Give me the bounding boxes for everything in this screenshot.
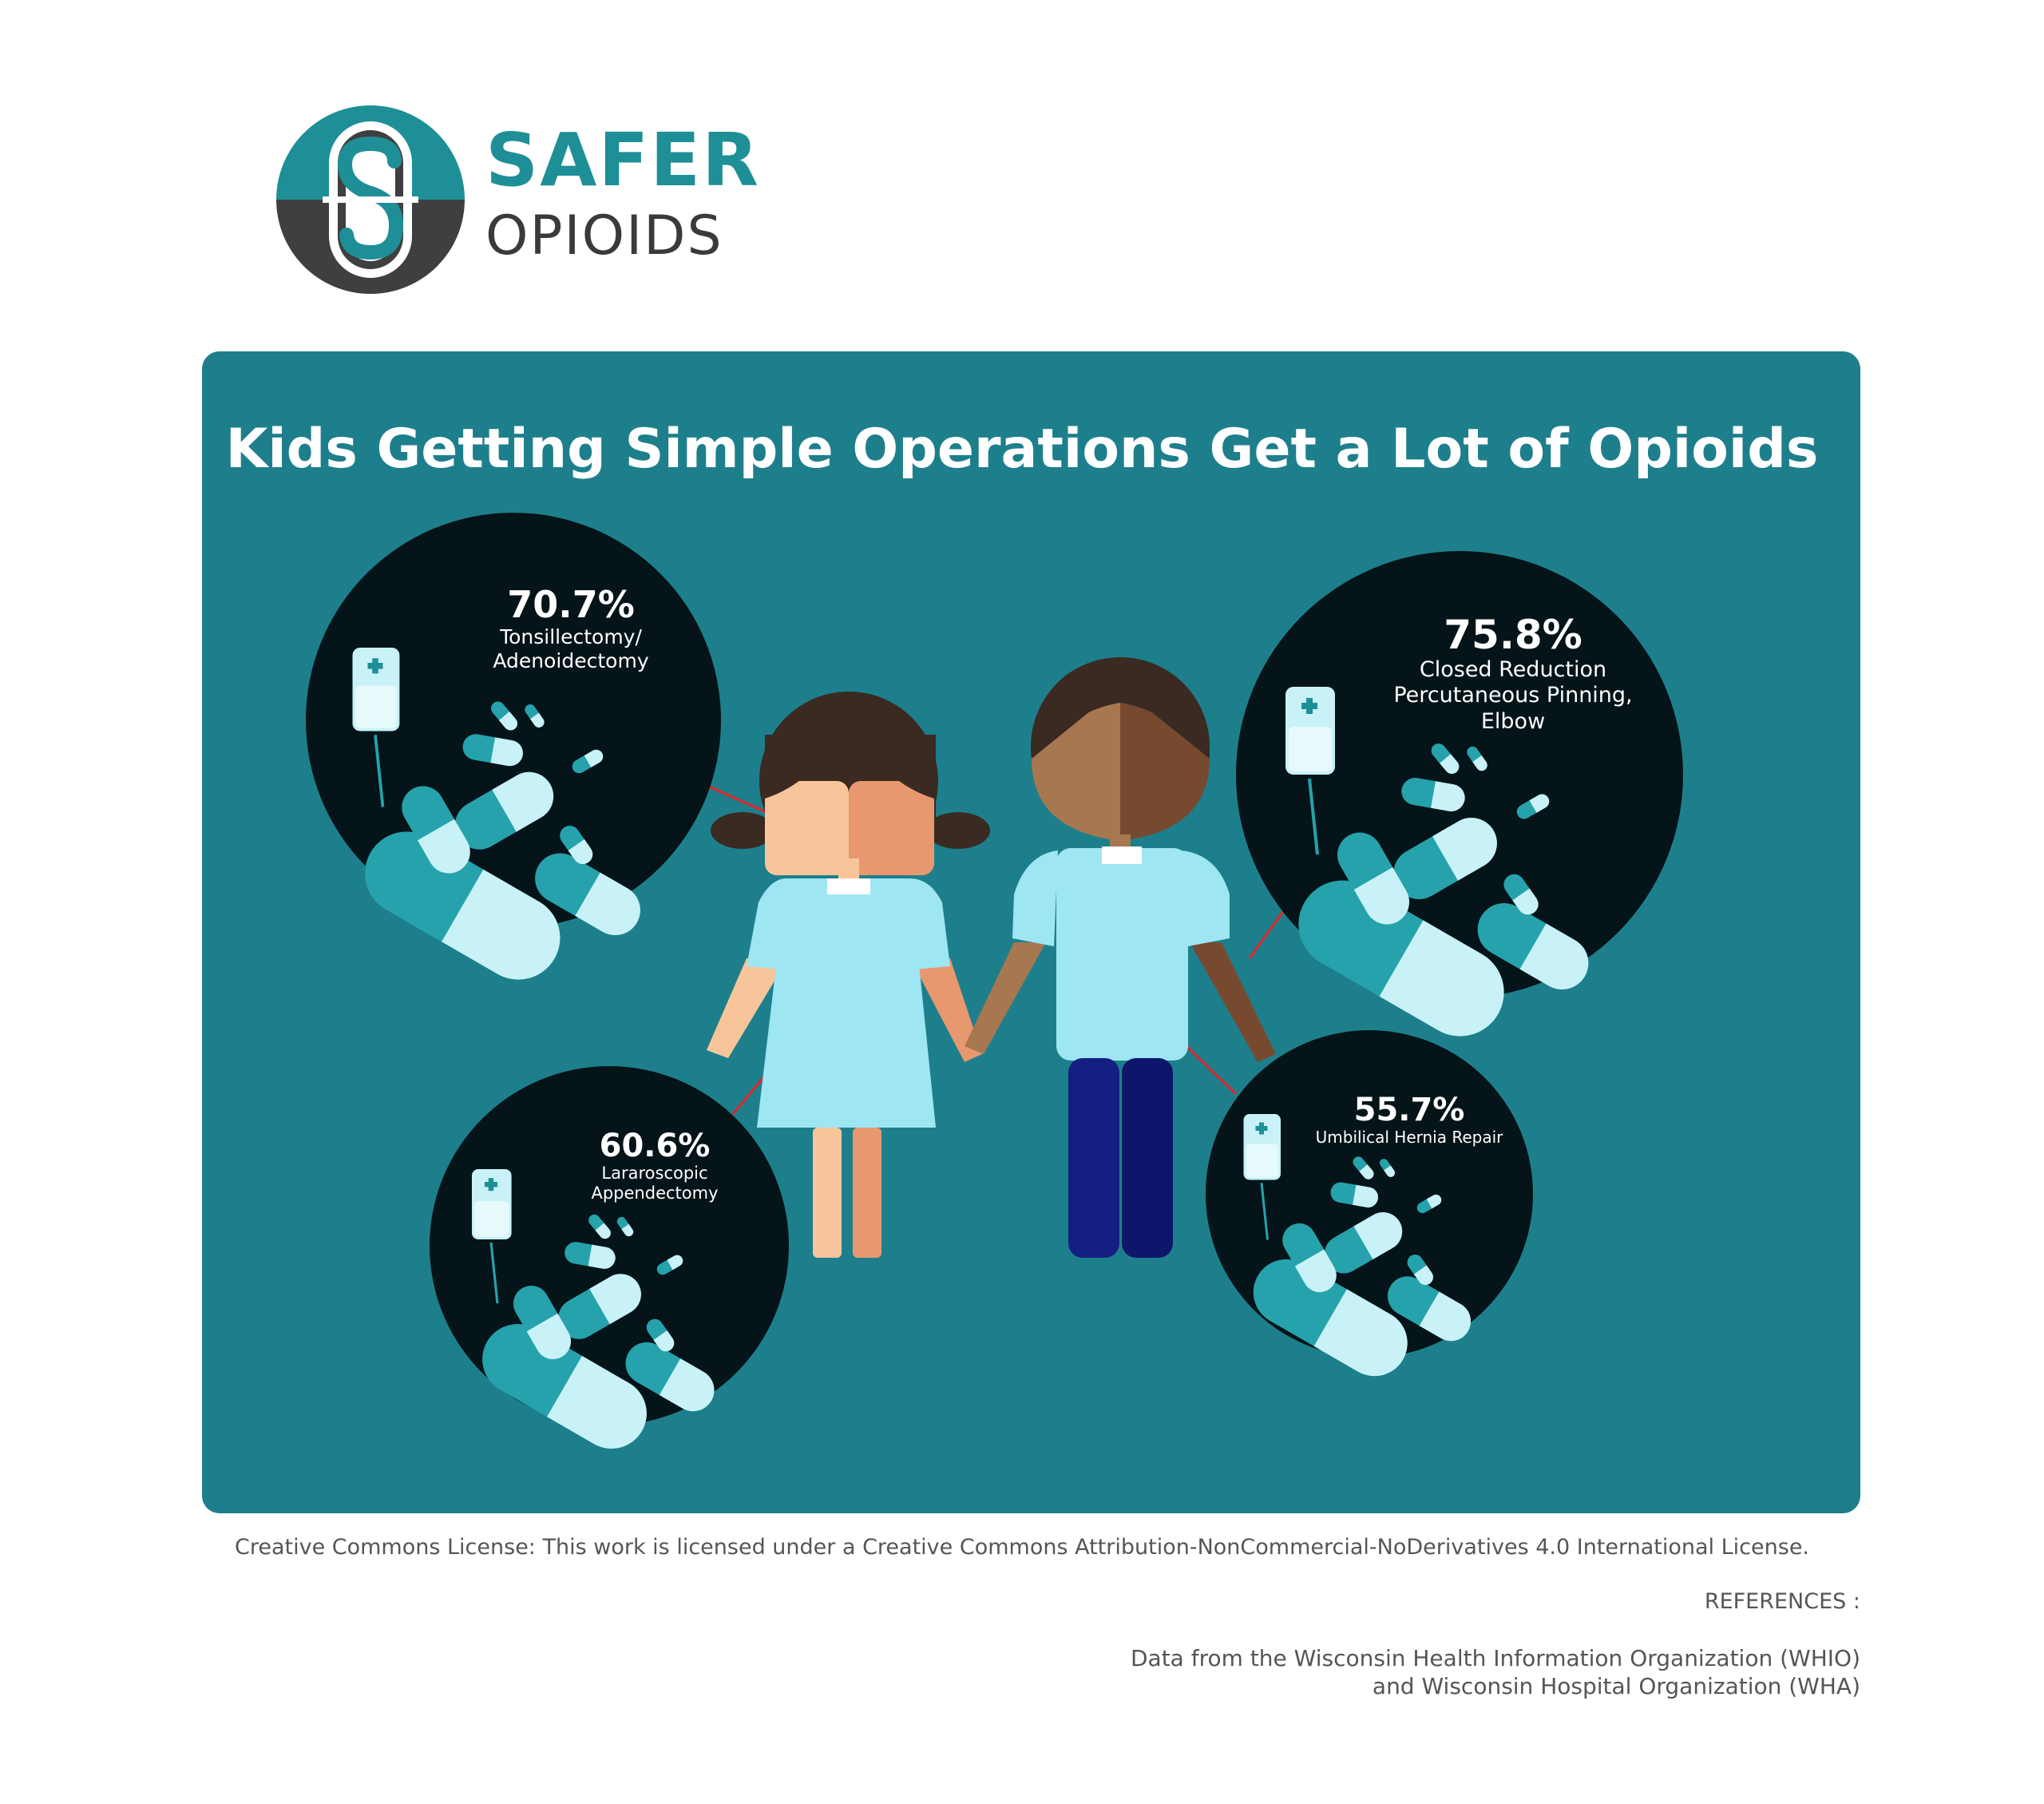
stat-elbow: 75.8% Closed Reduction Percutaneous Pinn… xyxy=(1369,613,1657,735)
girl-illustration xyxy=(707,692,990,1258)
stat-procedure-line: Percutaneous Pinning, xyxy=(1393,683,1633,708)
stat-procedure-line: Adenoidectomy xyxy=(493,648,649,672)
stat-procedure-line: Lararoscopic xyxy=(601,1164,708,1183)
stat-circle-elbow xyxy=(1236,551,1683,1054)
reference-line: and Wisconsin Hospital Organization (WHA… xyxy=(1372,1673,1860,1699)
stat-procedure-line: Closed Reduction xyxy=(1419,657,1607,682)
brand-name-line1: SAFER xyxy=(485,117,760,203)
capsule-s-logo-icon xyxy=(276,105,465,294)
references-heading: REFERENCES : xyxy=(1704,1589,1860,1614)
stat-appendectomy: 60.6% Lararoscopic Appendectomy xyxy=(559,1128,751,1203)
stat-percent: 75.8% xyxy=(1444,612,1583,658)
stat-percent: 55.7% xyxy=(1353,1092,1465,1128)
brand-name-line2: OPIOIDS xyxy=(485,204,723,268)
stat-hernia: 55.7% Umbilical Hernia Repair xyxy=(1301,1092,1517,1147)
reference-line: Data from the Wisconsin Health Informati… xyxy=(1130,1645,1860,1671)
stat-circle-appendectomy xyxy=(430,1066,789,1463)
connector-line-elbow xyxy=(1248,910,1285,959)
stat-procedure-line: Umbilical Hernia Repair xyxy=(1315,1128,1503,1147)
infographic-headline: Kids Getting Simple Operations Get a Lot… xyxy=(225,418,1819,481)
stat-circle-hernia xyxy=(1206,1030,1533,1390)
stat-procedure-line: Elbow xyxy=(1480,708,1546,734)
stat-percent: 70.7% xyxy=(507,583,635,626)
stat-circle-tonsillectomy xyxy=(306,513,721,997)
stat-procedure-line: Appendectomy xyxy=(591,1184,719,1203)
stat-tonsillectomy: 70.7% Tonsillectomy/ Adenoidectomy xyxy=(447,585,695,673)
boy-illustration xyxy=(965,657,1276,1258)
stat-percent: 60.6% xyxy=(599,1128,711,1164)
stat-procedure-line: Tonsillectomy/ xyxy=(500,624,642,648)
license-text: Creative Commons License: This work is l… xyxy=(234,1535,1810,1560)
